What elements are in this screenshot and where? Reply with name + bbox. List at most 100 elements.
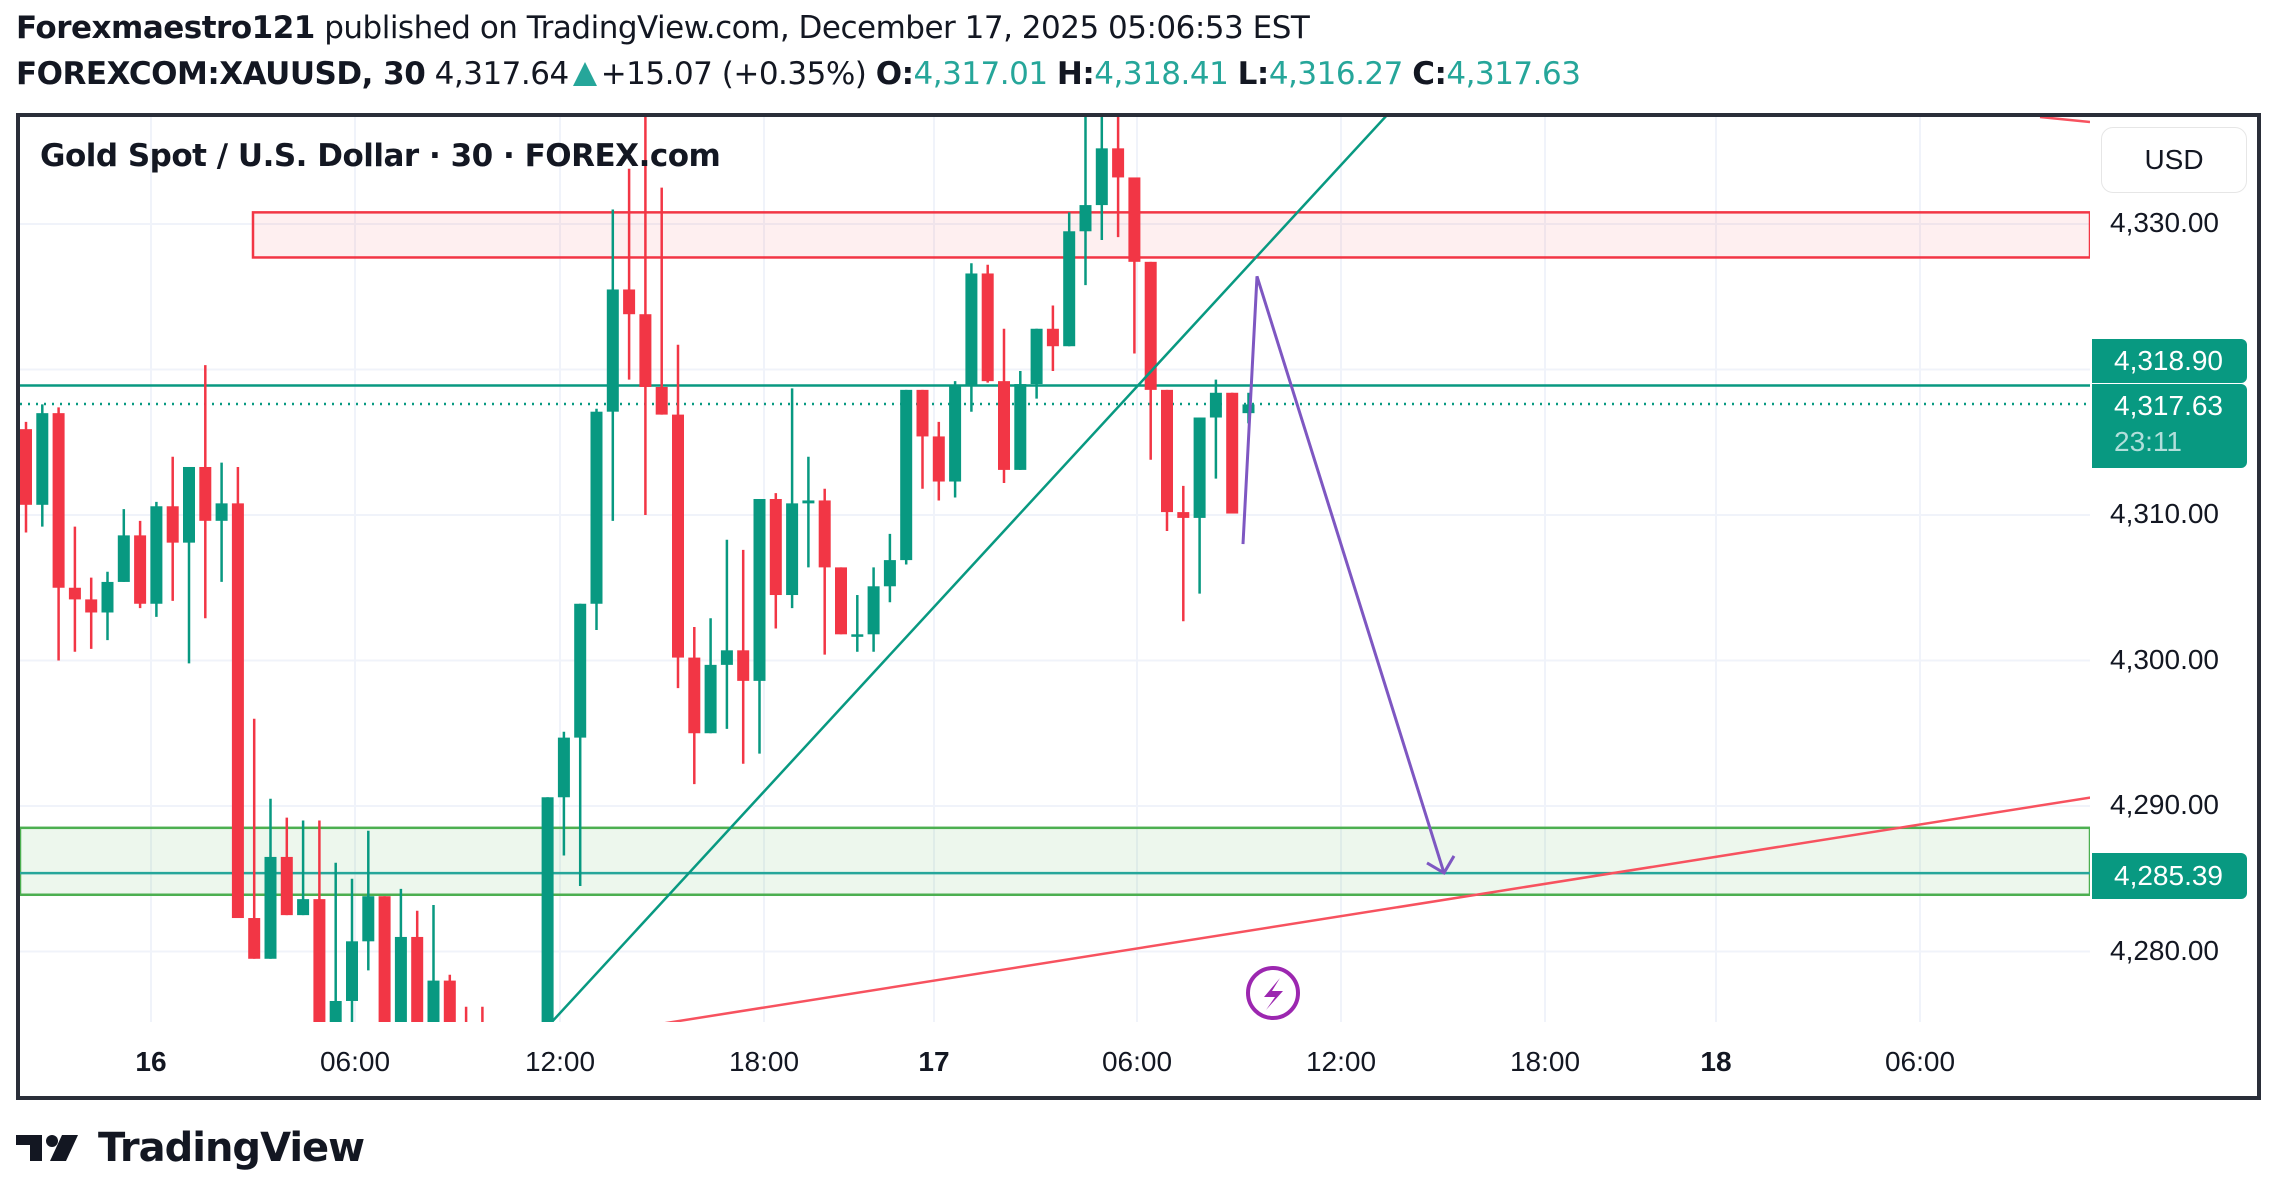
candle-up (883, 560, 896, 587)
candle-down (231, 503, 244, 919)
candle-down (1112, 148, 1125, 178)
candle-up (557, 737, 570, 798)
currency-button[interactable]: USD (2101, 127, 2247, 193)
lower-red-trendline (664, 796, 2090, 1022)
candle-up (720, 650, 733, 665)
time-tick-label: 06:00 (1884, 1046, 1956, 1077)
candle-up (1079, 205, 1092, 232)
candle-up (427, 980, 440, 1022)
candle-up (509, 1167, 521, 1170)
candle-down (769, 498, 782, 596)
projection-path (1241, 275, 1446, 874)
candle-down (443, 980, 456, 1022)
candle-up (786, 503, 799, 596)
candle-up (215, 503, 228, 521)
open-value: 4,317.01 (913, 56, 1049, 92)
candle-up (704, 664, 717, 734)
ohlc-header: FOREXCOM:XAUUSD, 30 4,317.64 +15.07 (+0.3… (16, 56, 1581, 92)
candle-up (867, 586, 880, 635)
candle-down (1161, 389, 1173, 513)
publish-info: Forexmaestro121 published on TradingView… (16, 10, 1310, 46)
candle-up (965, 273, 978, 386)
upper-red-trendline (2039, 117, 2090, 124)
candle-down (199, 466, 212, 521)
price-tick-label: 4,290.00 (2110, 789, 2219, 820)
price-change: +15.07 (+0.35%) (600, 56, 867, 92)
candle-up (297, 899, 310, 916)
time-tick-label: 16 (135, 1046, 167, 1077)
candle-up (949, 385, 962, 482)
candle-down (688, 657, 701, 734)
candle-up (1209, 392, 1222, 418)
lightning-event-icon[interactable] (1246, 966, 1300, 1020)
candle-up (851, 634, 864, 637)
candle-down (493, 1152, 505, 1168)
price-tick-label: 4,300.00 (2110, 643, 2219, 675)
candle-up (1014, 384, 1027, 470)
chart-title: Gold Spot / U.S. Dollar · 30 · FOREX.com (40, 138, 721, 174)
current-price-value: 4,317.63 (2114, 390, 2223, 421)
candle-down (280, 856, 293, 916)
price-tick-label: 4,310.00 (2110, 498, 2219, 529)
candle-down (998, 381, 1010, 470)
time-tick-label: 18 (1700, 1046, 1732, 1077)
low-label: L: (1237, 56, 1270, 92)
candle-down (378, 896, 391, 1022)
author-name: Forexmaestro121 (16, 10, 315, 46)
candle-down (1177, 512, 1190, 518)
candle-up (753, 498, 766, 681)
time-tick-label: 18:00 (728, 1046, 800, 1077)
candle-up (346, 941, 358, 1001)
close-label: C: (1412, 56, 1447, 92)
resistance-zone (251, 211, 2090, 259)
symbol-label: FOREXCOM:XAUUSD, 30 (16, 56, 426, 92)
candle-down (476, 1091, 488, 1152)
candle-down (916, 389, 929, 437)
candle-up (101, 581, 114, 613)
candle-down (20, 429, 32, 505)
level-price-label: 4,318.90 (2092, 339, 2247, 383)
candle-down (248, 918, 261, 959)
candle-down (623, 289, 636, 315)
candle-up (150, 506, 163, 604)
tradingview-wordmark: TradingView (98, 1125, 365, 1171)
support-zone (20, 826, 2090, 897)
projection-arrowhead-icon (1426, 855, 1456, 875)
published-text: published on TradingView.com, December 1… (314, 10, 1310, 46)
time-tick-label: 17 (918, 1046, 950, 1077)
candle-up (541, 797, 554, 1022)
candle-down (655, 386, 668, 415)
plot-area (20, 117, 2090, 1170)
price-tick-label: 4,280.00 (2110, 934, 2219, 966)
candle-down (1046, 328, 1059, 347)
candle-up (1063, 231, 1076, 347)
candle-down (818, 500, 831, 568)
candle-down (68, 587, 81, 600)
candle-up (1095, 148, 1108, 206)
candle-down (672, 414, 684, 658)
time-tick-label: 06:00 (319, 1046, 391, 1077)
candle-down (313, 899, 326, 1022)
candle-down (85, 599, 98, 613)
candle-down (52, 413, 65, 588)
time-tick-label: 18:00 (1509, 1046, 1581, 1077)
current-price-label: 4,317.63 23:11 (2092, 384, 2247, 468)
candle-up (394, 936, 407, 1022)
candle-up (117, 535, 130, 582)
candle-down (737, 650, 750, 681)
candle-up (606, 289, 619, 412)
candle-down (835, 567, 847, 635)
time-tick-label: 12:00 (524, 1046, 596, 1077)
candle-up (329, 1000, 342, 1022)
candle-up (1030, 328, 1043, 385)
candle-up (574, 603, 587, 738)
price-tick-label: 4,330.00 (2110, 207, 2219, 238)
candle-down (981, 273, 994, 382)
candle-down (932, 436, 945, 482)
up-triangle-icon (572, 62, 597, 86)
tradingview-logo-icon (16, 1135, 78, 1161)
candle-down (1128, 177, 1141, 262)
time-tick-label: 12:00 (1305, 1046, 1377, 1077)
time-tick-label: 06:00 (1101, 1046, 1173, 1077)
